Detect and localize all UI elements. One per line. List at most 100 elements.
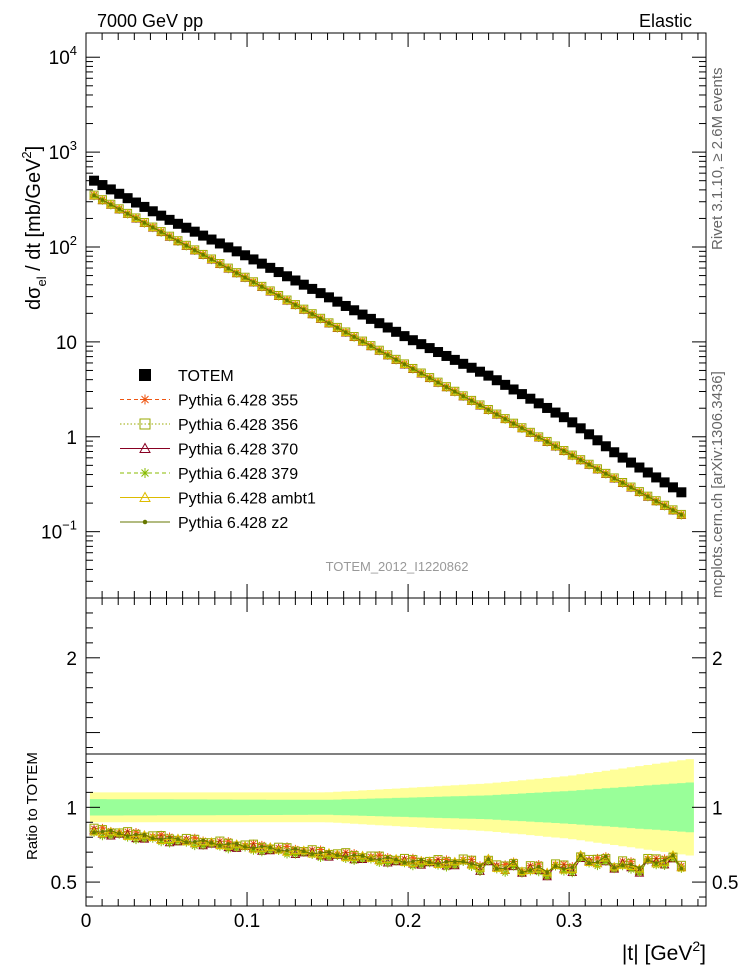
main-mc-marker [131, 213, 141, 223]
main-mc-marker [184, 243, 189, 248]
ratio-mc-marker [223, 840, 234, 850]
ratio-mc-marker [660, 862, 669, 871]
ratio-mc-marker [559, 864, 569, 874]
ratio-mc-marker [441, 858, 452, 868]
totem-data-point [391, 326, 402, 337]
ratio-mc-marker [469, 862, 474, 866]
totem-data-point [357, 309, 368, 320]
main-mc-marker [491, 409, 502, 419]
totem-data-point [584, 429, 595, 440]
ratio-mc-marker [374, 855, 385, 865]
ratio-mc-marker [651, 858, 662, 868]
ratio-mc-marker [595, 860, 600, 864]
totem-data-point [399, 331, 410, 342]
totem-data-point [97, 180, 108, 191]
main-mc-marker [100, 198, 105, 202]
totem-data-point [592, 435, 603, 446]
main-mc-marker [147, 222, 158, 232]
totem-data-point [349, 305, 360, 316]
ratio-mc-marker [612, 865, 617, 870]
ratio-mc-marker [98, 823, 107, 832]
main-mc-marker [377, 348, 382, 353]
ratio-mc-marker [637, 866, 642, 870]
ratio-mc-marker [467, 862, 476, 871]
totem-data-point [458, 358, 469, 369]
totem-data-point [147, 206, 158, 217]
totem-data-point [181, 222, 192, 233]
main-mc-marker [125, 211, 130, 216]
main-mc-marker [578, 458, 583, 462]
main-mc-marker [449, 386, 460, 396]
ratio-mc-marker [117, 831, 122, 836]
main-mc-marker [142, 220, 147, 225]
main-mc-marker [642, 491, 653, 501]
ratio-mc-marker [517, 866, 527, 876]
ratio-mc-marker [100, 829, 105, 834]
main-mc-marker [257, 281, 267, 291]
x-tick-label: 0.2 [395, 911, 421, 932]
ratio-mc-marker [189, 838, 200, 848]
ratio-mc-marker [568, 869, 577, 878]
ratio-mc-marker [324, 852, 333, 861]
main-mc-marker [469, 398, 474, 403]
ratio-mc-marker [635, 868, 644, 877]
ratio-mc-marker [475, 862, 485, 872]
ratio-mc-marker [511, 859, 516, 863]
main-mc-marker [654, 499, 658, 503]
ratio-mc-marker [131, 831, 141, 841]
main-axis-ticks [85, 33, 706, 599]
main-mc-marker [298, 304, 309, 314]
totem-data-point [214, 238, 225, 249]
main-mc-marker [545, 439, 549, 444]
main-mc-marker [500, 413, 511, 423]
main-mc-marker [324, 318, 334, 327]
main-mc-marker [307, 309, 318, 318]
legend-label: TOTEM [178, 368, 234, 385]
totem-data-point [290, 275, 301, 286]
totem-data-point [659, 477, 670, 488]
main-mc-marker [609, 473, 620, 482]
main-mc-marker [332, 322, 343, 332]
ratio-mc-marker [291, 850, 300, 859]
ratio-mc-marker [268, 845, 273, 850]
totem-data-point [189, 226, 200, 237]
legend-label: Pythia 6.428 355 [178, 393, 298, 410]
ratio-mc-marker [652, 861, 661, 870]
main-mc-marker [357, 336, 368, 346]
totem-data-point [139, 201, 150, 212]
ratio-mc-marker [417, 860, 426, 869]
main-mc-marker [335, 325, 340, 330]
main-mc-marker [475, 400, 485, 410]
main-mc-marker [167, 234, 172, 239]
totem-data-point [667, 482, 678, 493]
totem-data-point [609, 447, 620, 458]
main-y-tick-label: 103 [49, 138, 77, 164]
ratio-mc-series [89, 823, 687, 881]
main-mc-marker [617, 477, 628, 487]
ratio-mc-marker [140, 834, 149, 843]
main-mc-marker [416, 368, 427, 378]
totem-data-point [240, 250, 251, 261]
main-mc-marker [97, 195, 108, 204]
ratio-mc-marker [199, 841, 208, 850]
ratio-mc-marker [89, 826, 99, 836]
ratio-mc-marker [310, 852, 314, 856]
totem-data-point [550, 407, 561, 418]
main-mc-marker [352, 334, 356, 339]
ratio-mc-marker [232, 844, 241, 853]
ratio-mc-marker [419, 858, 424, 862]
x-tick-label: 0.1 [234, 911, 260, 932]
main-mc-marker [260, 284, 264, 289]
ratio-mc-marker [257, 843, 267, 852]
main-plot-frame [85, 32, 707, 599]
main-mc-marker [226, 266, 231, 271]
ratio-mc-marker [340, 852, 351, 862]
ratio-mc-marker [642, 854, 653, 863]
main-mc-marker [268, 289, 273, 293]
main-mc-marker [458, 391, 469, 400]
main-mc-marker [483, 404, 494, 414]
ratio-mc-marker [634, 863, 645, 873]
analysis-watermark: TOTEM_2012_I1220862 [326, 559, 469, 574]
main-mc-marker [206, 254, 217, 264]
totem-data-point [558, 412, 569, 423]
